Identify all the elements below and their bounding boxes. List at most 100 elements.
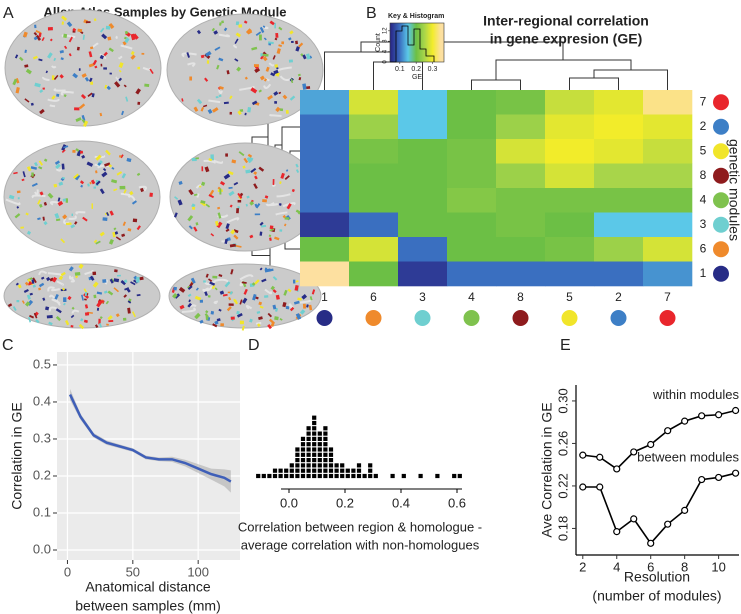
brain-sample [295, 163, 299, 168]
brain-sample [38, 160, 44, 166]
brain-sample [23, 288, 29, 294]
dot-column [312, 415, 317, 479]
brain-sample [87, 92, 93, 97]
brain-sample [122, 41, 127, 46]
brain-sulcus [195, 184, 202, 189]
marker [613, 465, 621, 473]
brain-sample [219, 180, 226, 186]
brain-sample [245, 169, 251, 174]
brain-sample [149, 192, 153, 197]
dot [323, 447, 328, 452]
column-label: 7 [664, 290, 671, 304]
brain-sample [108, 22, 115, 30]
brain-sample [95, 180, 101, 186]
dot [306, 436, 311, 441]
brain-sample [205, 51, 212, 57]
brain-sample [289, 30, 294, 35]
brain-sample [239, 320, 245, 325]
brain-sample [51, 75, 55, 81]
brain-sulcus [138, 185, 147, 192]
brain-sample [264, 267, 268, 271]
brain-sample [259, 75, 265, 81]
brain-sample [130, 51, 135, 56]
brain-sample [106, 85, 111, 91]
dot [351, 473, 356, 479]
brain-sample [274, 37, 278, 41]
chart-title: Inter-regional correlation [483, 13, 649, 29]
brain-sample [46, 315, 53, 319]
dot [306, 463, 311, 468]
brain-sample [201, 166, 204, 172]
brain-sample [60, 238, 66, 244]
heatmap-cell [398, 90, 448, 115]
brain-sample [235, 245, 242, 248]
y-tick-label: 0.4 [33, 393, 51, 408]
x-tick-label: 0.0 [280, 495, 298, 510]
brain-sample [291, 40, 294, 44]
brain-sample [228, 296, 232, 301]
brain-sample [259, 34, 262, 41]
x-tick-label: 100 [187, 564, 209, 579]
brain-sample [293, 300, 300, 305]
brain-sample [28, 280, 33, 285]
brain-sample [121, 110, 125, 116]
dot-column [334, 463, 339, 479]
brain-sample [218, 57, 224, 62]
brain-sample [288, 37, 292, 41]
brain-sample [244, 76, 248, 80]
brain-sample [104, 162, 111, 167]
brain-sample [38, 58, 43, 62]
brain-sulcus [115, 35, 118, 39]
brain-sample [270, 322, 275, 327]
brain-sample [55, 308, 62, 314]
heatmap-cell [398, 163, 448, 189]
dot [356, 473, 362, 479]
brain-sample [213, 30, 219, 35]
brain-sample [60, 271, 66, 277]
brain-sample [226, 306, 232, 312]
brain-sample [218, 274, 223, 278]
marker [630, 448, 638, 456]
brain-sample [251, 282, 256, 286]
brain-sample [225, 223, 230, 230]
brain-sample [177, 199, 183, 206]
brain-sample [189, 76, 193, 81]
brain-sulcus [118, 55, 123, 60]
brain-sample [272, 276, 278, 281]
heatmap-cell [349, 237, 399, 262]
dot [435, 473, 440, 479]
brain-sample [269, 225, 274, 230]
brain-sample [118, 69, 122, 73]
brain-sample [237, 110, 242, 116]
brain-sample [219, 290, 225, 295]
brain-sample [37, 217, 41, 221]
brain-sample [230, 229, 236, 235]
brain-sulcus [218, 33, 230, 38]
brain-sample [122, 221, 126, 227]
brain-sample [260, 53, 263, 57]
module-dot [659, 310, 676, 326]
x-tick-label: 0 [64, 564, 71, 579]
heatmap-cell [496, 237, 546, 262]
brain-sample [16, 299, 20, 303]
brain-sulcus [42, 76, 50, 82]
brain-sample [247, 153, 253, 158]
brain-sample [21, 300, 25, 304]
y-axis-label: Ave Correlation in GE [539, 402, 555, 537]
brain-sample [269, 237, 272, 241]
brain-sample [84, 298, 87, 301]
brain-sample [67, 295, 72, 301]
column-label: 8 [517, 290, 524, 304]
brain-sample [236, 66, 242, 72]
brain-sample [43, 201, 48, 206]
brain-sample [94, 324, 99, 328]
dot [334, 473, 339, 479]
brain-sample [227, 170, 234, 176]
brain-sample [90, 179, 96, 185]
brain-sample [24, 301, 31, 307]
brain-sulcus [245, 304, 253, 310]
heatmap-cell [300, 212, 350, 238]
dot-column [267, 473, 272, 479]
brain-sulcus [226, 217, 240, 224]
brain-sample [243, 20, 248, 24]
